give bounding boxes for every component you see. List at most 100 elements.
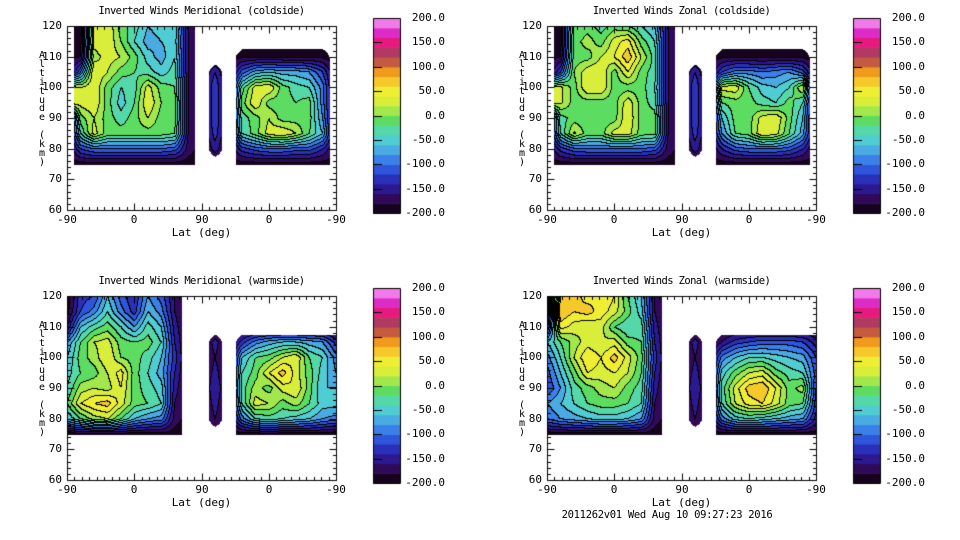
y-tick-label: 100 — [42, 350, 62, 363]
x-axis-label: Lat (deg) — [651, 496, 712, 509]
contour-plot-canvas-zonal-warmside — [480, 270, 960, 540]
colorbar-tick-label: 150.0 — [411, 35, 445, 48]
y-tick-label: 60 — [528, 203, 542, 216]
x-axis-label: Lat (deg) — [171, 496, 232, 509]
x-tick-label: 0 — [130, 213, 138, 226]
colorbar-tick-label: -50.0 — [411, 403, 445, 416]
y-tick-label: 100 — [522, 350, 542, 363]
colorbar-tick-label: 50.0 — [898, 354, 926, 367]
y-tick-label: 70 — [528, 172, 542, 185]
plot-title: Inverted Winds Meridional (coldside) — [98, 5, 306, 17]
x-tick-label: -90 — [326, 213, 346, 226]
colorbar-tick-label: 150.0 — [411, 305, 445, 318]
y-tick-label: 80 — [528, 412, 542, 425]
y-tick-label: 90 — [48, 381, 62, 394]
y-axis-label: A l t i t u d e ( k m ) — [38, 50, 46, 168]
y-axis-label: A l t i t u d e ( k m ) — [518, 320, 526, 438]
y-tick-label: 90 — [48, 111, 62, 124]
x-tick-label: 0 — [265, 483, 273, 496]
y-tick-label: 60 — [48, 473, 62, 486]
contour-plot-canvas-meridional-warmside — [0, 270, 480, 540]
x-axis-label: Lat (deg) — [171, 226, 232, 239]
x-tick-label: -90 — [57, 483, 77, 496]
y-tick-label: 100 — [522, 80, 542, 93]
panel-meridional-warmside: Inverted Winds Meridional (warmside) A l… — [0, 270, 480, 540]
colorbar-tick-label: -200.0 — [405, 476, 445, 489]
y-tick-label: 90 — [528, 111, 542, 124]
colorbar-tick-label: 150.0 — [891, 305, 925, 318]
colorbar-tick-label: 100.0 — [891, 330, 925, 343]
y-tick-label: 70 — [48, 442, 62, 455]
colorbar-tick-label: 0.0 — [905, 109, 925, 122]
colorbar-tick-label: -50.0 — [891, 403, 925, 416]
colorbar-tick-label: 200.0 — [891, 11, 925, 24]
contour-plot-canvas-meridional-coldside — [0, 0, 480, 270]
plot-title: Inverted Winds Zonal (coldside) — [592, 5, 771, 17]
colorbar-tick-label: 100.0 — [891, 60, 925, 73]
colorbar-tick-label: 100.0 — [411, 60, 445, 73]
y-tick-label: 110 — [522, 50, 542, 63]
y-tick-label: 60 — [528, 473, 542, 486]
y-tick-label: 70 — [528, 442, 542, 455]
y-tick-label: 110 — [42, 320, 62, 333]
y-tick-label: 120 — [522, 19, 542, 32]
y-tick-label: 110 — [522, 320, 542, 333]
y-tick-label: 70 — [48, 172, 62, 185]
x-tick-label: 0 — [130, 483, 138, 496]
colorbar-tick-label: 0.0 — [905, 379, 925, 392]
y-axis-label: A l t i t u d e ( k m ) — [518, 50, 526, 168]
colorbar-tick-label: 100.0 — [411, 330, 445, 343]
colorbar-tick-label: -150.0 — [885, 452, 925, 465]
y-tick-label: 100 — [42, 80, 62, 93]
x-tick-label: -90 — [806, 213, 826, 226]
y-tick-label: 80 — [528, 142, 542, 155]
x-tick-label: 90 — [675, 213, 689, 226]
y-tick-label: 120 — [42, 19, 62, 32]
x-axis-label: Lat (deg) — [651, 226, 712, 239]
colorbar-tick-label: 200.0 — [891, 281, 925, 294]
colorbar-tick-label: 200.0 — [411, 11, 445, 24]
colorbar-tick-label: -50.0 — [891, 133, 925, 146]
colorbar-tick-label: 50.0 — [418, 354, 446, 367]
x-tick-label: 0 — [610, 213, 618, 226]
plot-title: Inverted Winds Meridional (warmside) — [98, 275, 306, 287]
y-tick-label: 110 — [42, 50, 62, 63]
colorbar-tick-label: 50.0 — [418, 84, 446, 97]
colorbar-tick-label: -200.0 — [885, 206, 925, 219]
colorbar-tick-label: 200.0 — [411, 281, 445, 294]
y-axis-label: A l t i t u d e ( k m ) — [38, 320, 46, 438]
colorbar-tick-label: -150.0 — [405, 452, 445, 465]
y-tick-label: 120 — [522, 289, 542, 302]
colorbar-tick-label: -100.0 — [405, 427, 445, 440]
colorbar-tick-label: -100.0 — [405, 157, 445, 170]
colorbar-tick-label: -200.0 — [885, 476, 925, 489]
colorbar-tick-label: -200.0 — [405, 206, 445, 219]
x-tick-label: 0 — [745, 213, 753, 226]
x-tick-label: 90 — [195, 483, 209, 496]
y-tick-label: 80 — [48, 142, 62, 155]
panel-zonal-warmside: Inverted Winds Zonal (warmside) A l t i … — [480, 270, 960, 540]
colorbar-tick-label: 0.0 — [425, 379, 445, 392]
colorbar-tick-label: -150.0 — [405, 182, 445, 195]
x-tick-label: 0 — [265, 213, 273, 226]
x-tick-label: -90 — [326, 483, 346, 496]
colorbar-tick-label: -100.0 — [885, 157, 925, 170]
colorbar-tick-label: 150.0 — [891, 35, 925, 48]
contour-plot-canvas-zonal-coldside — [480, 0, 960, 270]
x-tick-label: 0 — [745, 483, 753, 496]
colorbar-tick-label: -50.0 — [411, 133, 445, 146]
colorbar-tick-label: 0.0 — [425, 109, 445, 122]
x-tick-label: -90 — [537, 213, 557, 226]
y-tick-label: 60 — [48, 203, 62, 216]
colorbar-tick-label: -100.0 — [885, 427, 925, 440]
x-tick-label: -90 — [57, 213, 77, 226]
version-timestamp-text: 2011262v01 Wed Aug 10 09:27:23 2016 — [561, 509, 773, 521]
y-tick-label: 90 — [528, 381, 542, 394]
y-tick-label: 80 — [48, 412, 62, 425]
y-tick-label: 120 — [42, 289, 62, 302]
x-tick-label: -90 — [806, 483, 826, 496]
panel-zonal-coldside: Inverted Winds Zonal (coldside) A l t i … — [480, 0, 960, 270]
plot-title: Inverted Winds Zonal (warmside) — [592, 275, 771, 287]
x-tick-label: 90 — [195, 213, 209, 226]
